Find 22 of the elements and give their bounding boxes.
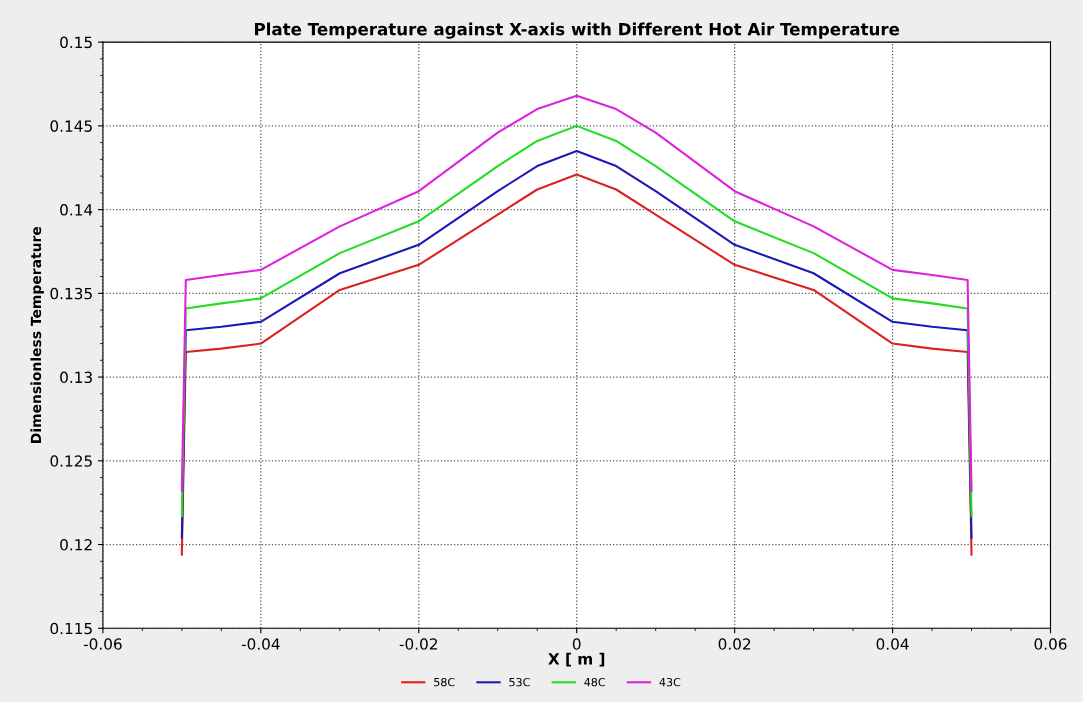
- y-tick-label: 0.135: [50, 287, 92, 300]
- legend-label: 53C: [509, 677, 530, 687]
- x-axis-title: X [ m ]: [548, 652, 605, 667]
- y-axis-title: Dimensionless Temperature: [30, 226, 44, 443]
- x-tick-label: -0.02: [399, 638, 437, 650]
- x-tick-label: 0: [572, 638, 581, 650]
- chart-title: Plate Temperature against X-axis with Different Hot Air Temperature: [255, 22, 900, 39]
- x-tick-label: 0.06: [1034, 638, 1067, 650]
- y-tick-label: 0.13: [60, 371, 92, 384]
- y-tick-label: 0.125: [50, 455, 92, 467]
- y-tick-label: 0.15: [60, 36, 92, 49]
- x-tick-label: 0.04: [876, 638, 909, 650]
- y-tick-label: 0.14: [60, 204, 93, 216]
- y-tick-label: 0.115: [50, 622, 92, 635]
- x-tick-label: 0.02: [718, 638, 751, 650]
- legend-label: 58C: [434, 677, 455, 687]
- legend-label: 48C: [584, 677, 606, 687]
- y-tick-label: 0.145: [50, 120, 92, 132]
- legend-label: 43C: [659, 677, 681, 687]
- y-tick-label: 0.12: [60, 539, 92, 551]
- x-tick-label: -0.06: [83, 638, 122, 650]
- x-tick-label: -0.04: [241, 638, 280, 650]
